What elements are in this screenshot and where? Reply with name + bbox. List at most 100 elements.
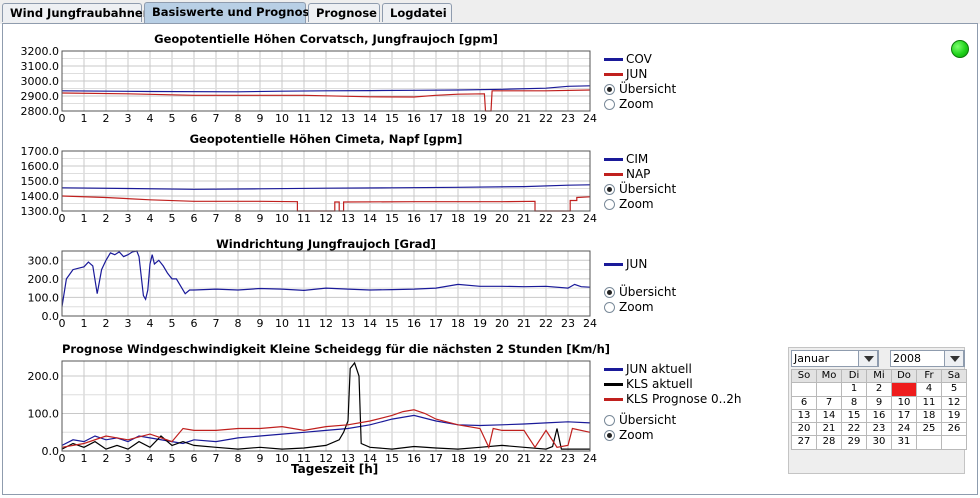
chart-title: Geopotentielle Höhen Corvatsch, Jungfrau… bbox=[154, 32, 498, 46]
calendar-day[interactable]: 5 bbox=[941, 382, 967, 397]
calendar-day[interactable]: 15 bbox=[841, 408, 867, 424]
legend-label: JUN bbox=[626, 257, 648, 271]
calendar-day[interactable]: 8 bbox=[841, 395, 867, 410]
x-tick-label: 20 bbox=[495, 112, 509, 125]
x-tick-label: 22 bbox=[539, 112, 553, 125]
series-line-cim bbox=[61, 184, 591, 190]
tab-prognose[interactable]: Prognose bbox=[308, 3, 380, 22]
radio-label: Übersicht bbox=[619, 182, 677, 196]
calendar-day[interactable]: 16 bbox=[866, 408, 892, 424]
calendar-day[interactable]: 7 bbox=[816, 395, 842, 410]
x-tick-label: 16 bbox=[407, 317, 421, 330]
calendar-day[interactable]: 20 bbox=[791, 422, 817, 437]
month-dropdown-arrow-icon[interactable] bbox=[858, 350, 878, 367]
x-tick-label: 14 bbox=[363, 317, 377, 330]
x-tick-label: 5 bbox=[169, 112, 176, 125]
x-tick-label: 1 bbox=[81, 212, 88, 225]
legend-swatch bbox=[604, 368, 623, 371]
radio-zoom[interactable]: Zoom bbox=[604, 428, 742, 443]
calendar-day[interactable]: 29 bbox=[841, 435, 867, 450]
legend-entry: KLS Prognose 0..2h bbox=[604, 392, 742, 407]
calendar-day[interactable]: 11 bbox=[916, 395, 942, 410]
radio-uebersicht[interactable]: Übersicht bbox=[604, 82, 676, 97]
radio-label: Zoom bbox=[619, 428, 654, 442]
calendar-day[interactable]: 6 bbox=[791, 395, 817, 410]
radio-button-icon[interactable] bbox=[604, 430, 615, 441]
calendar-day[interactable]: 19 bbox=[941, 408, 967, 424]
x-tick-label: 20 bbox=[495, 452, 509, 465]
calendar-day[interactable]: 17 bbox=[891, 408, 917, 424]
calendar-day[interactable]: 13 bbox=[791, 408, 817, 424]
x-tick-label: 20 bbox=[495, 317, 509, 330]
year-dropdown-arrow-icon[interactable] bbox=[944, 350, 964, 367]
calendar-day[interactable]: 3 bbox=[891, 382, 917, 397]
radio-button-icon[interactable] bbox=[604, 184, 615, 195]
radio-button-icon[interactable] bbox=[604, 99, 615, 110]
calendar-day[interactable]: 27 bbox=[791, 435, 817, 450]
radio-zoom[interactable]: Zoom bbox=[604, 197, 676, 212]
tab-basiswerte-und-prognose[interactable]: Basiswerte und Prognose bbox=[144, 2, 317, 23]
calendar-day[interactable]: 18 bbox=[916, 408, 942, 424]
radio-uebersicht[interactable]: Übersicht bbox=[604, 182, 676, 197]
radio-label: Übersicht bbox=[619, 82, 677, 96]
calendar-day[interactable]: 1 bbox=[841, 382, 867, 397]
calendar-day[interactable]: 9 bbox=[866, 395, 892, 410]
x-tick-label: 11 bbox=[297, 212, 311, 225]
x-tick-label: 1 bbox=[81, 452, 88, 465]
calendar-day[interactable]: 10 bbox=[891, 395, 917, 410]
calendar-day[interactable]: 23 bbox=[866, 422, 892, 437]
x-tick-label: 22 bbox=[539, 317, 553, 330]
radio-zoom[interactable]: Zoom bbox=[604, 97, 676, 112]
calendar-day[interactable]: 31 bbox=[891, 435, 917, 450]
x-tick-label: 24 bbox=[583, 112, 597, 125]
radio-button-icon[interactable] bbox=[604, 199, 615, 210]
tab-wind-jungfraubahnen[interactable]: Wind Jungfraubahnen bbox=[2, 3, 151, 22]
calendar-day[interactable]: 24 bbox=[891, 422, 917, 437]
legend-entry: NAP bbox=[604, 167, 676, 182]
calendar-day[interactable]: 25 bbox=[916, 422, 942, 437]
radio-uebersicht[interactable]: Übersicht bbox=[604, 285, 676, 300]
x-tick-label: 0 bbox=[59, 112, 66, 125]
radio-button-icon[interactable] bbox=[604, 287, 615, 298]
weekday-header: So bbox=[791, 369, 817, 384]
calendar-day[interactable]: 14 bbox=[816, 408, 842, 424]
x-tick-label: 18 bbox=[451, 317, 465, 330]
x-tick-label: 22 bbox=[539, 212, 553, 225]
x-tick-label: 14 bbox=[363, 112, 377, 125]
calendar-day[interactable]: 4 bbox=[916, 382, 942, 397]
calendar-day[interactable]: 28 bbox=[816, 435, 842, 450]
calendar-day[interactable]: 26 bbox=[941, 422, 967, 437]
calendar-day[interactable]: 21 bbox=[816, 422, 842, 437]
x-tick-label: 17 bbox=[429, 112, 443, 125]
month-select[interactable]: Januar bbox=[791, 350, 879, 367]
x-tick-label: 11 bbox=[297, 112, 311, 125]
y-tick-label: 3000.0 bbox=[21, 75, 60, 88]
calendar-day[interactable]: 30 bbox=[866, 435, 892, 450]
y-tick-label: 0.0 bbox=[42, 310, 60, 323]
series-line-jun bbox=[61, 89, 591, 112]
x-tick-label: 14 bbox=[363, 212, 377, 225]
x-tick-label: 13 bbox=[341, 212, 355, 225]
calendar-day[interactable]: 22 bbox=[841, 422, 867, 437]
radio-button-icon[interactable] bbox=[604, 415, 615, 426]
radio-button-icon[interactable] bbox=[604, 84, 615, 95]
calendar-day[interactable]: 2 bbox=[866, 382, 892, 397]
tab-logdatei[interactable]: Logdatei bbox=[382, 3, 452, 22]
chart-legend: CIM NAP Übersicht Zoom bbox=[604, 152, 676, 212]
x-tick-label: 15 bbox=[385, 112, 399, 125]
y-tick-label: 1600.0 bbox=[21, 160, 60, 173]
plot-frame bbox=[61, 250, 591, 317]
radio-button-icon[interactable] bbox=[604, 302, 615, 313]
radio-zoom[interactable]: Zoom bbox=[604, 300, 676, 315]
x-tick-label: 8 bbox=[235, 317, 242, 330]
x-tick-label: 6 bbox=[191, 212, 198, 225]
radio-label: Zoom bbox=[619, 197, 654, 211]
x-tick-label: 7 bbox=[213, 212, 220, 225]
x-tick-label: 8 bbox=[235, 452, 242, 465]
legend-swatch bbox=[604, 58, 623, 61]
calendar-grid: So Mo Di Mi Do Fr Sa 1 2 3 4 5 6 7 8 9 10 11 12 13 14 15 16 17 1… bbox=[791, 369, 967, 450]
x-tick-label: 18 bbox=[451, 212, 465, 225]
radio-uebersicht[interactable]: Übersicht bbox=[604, 413, 742, 428]
x-tick-label: 15 bbox=[385, 317, 399, 330]
calendar-day[interactable]: 12 bbox=[941, 395, 967, 410]
